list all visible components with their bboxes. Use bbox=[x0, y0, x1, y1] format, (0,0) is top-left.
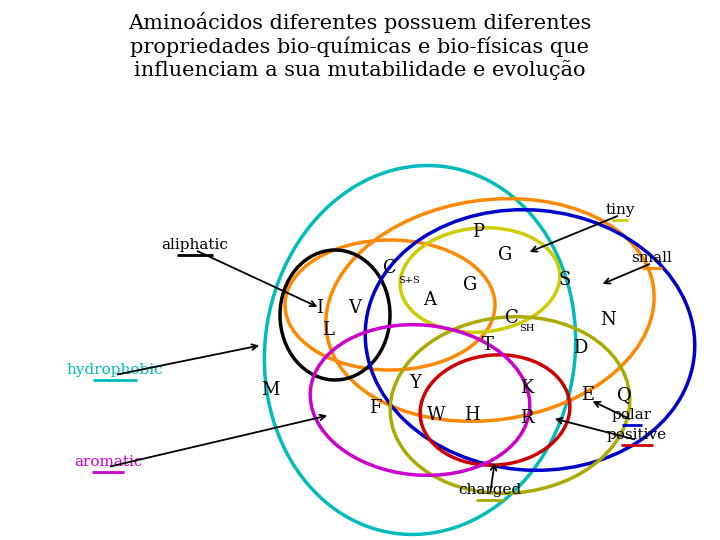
Text: S: S bbox=[559, 271, 571, 289]
Text: G: G bbox=[498, 246, 512, 264]
Text: G: G bbox=[463, 276, 477, 294]
Text: A: A bbox=[423, 291, 436, 309]
Text: H: H bbox=[464, 406, 480, 424]
Text: R: R bbox=[521, 409, 534, 427]
Text: Aminoácidos diferentes possuem diferentes
propriedades bio-químicas e bio-física: Aminoácidos diferentes possuem diferente… bbox=[128, 12, 592, 80]
Text: I: I bbox=[317, 299, 323, 317]
Text: T: T bbox=[482, 336, 494, 354]
Text: F: F bbox=[369, 399, 382, 417]
Text: positive: positive bbox=[607, 428, 667, 442]
Text: SH: SH bbox=[519, 324, 534, 333]
Text: C: C bbox=[383, 259, 397, 277]
Text: small: small bbox=[631, 251, 672, 265]
Text: V: V bbox=[348, 299, 361, 317]
Text: tiny: tiny bbox=[606, 203, 635, 217]
Text: aliphatic: aliphatic bbox=[161, 238, 228, 252]
Text: hydrophobic: hydrophobic bbox=[67, 363, 163, 377]
Text: E: E bbox=[582, 386, 595, 404]
Text: W: W bbox=[427, 406, 445, 424]
Text: D: D bbox=[573, 339, 588, 357]
Text: K: K bbox=[521, 379, 534, 397]
Text: N: N bbox=[600, 311, 616, 329]
Text: C: C bbox=[505, 309, 519, 327]
Text: Y: Y bbox=[409, 374, 421, 392]
Text: L: L bbox=[322, 321, 334, 339]
Text: M: M bbox=[261, 381, 279, 399]
Text: S+S: S+S bbox=[398, 276, 420, 285]
Text: aromatic: aromatic bbox=[74, 455, 142, 469]
Text: P: P bbox=[472, 223, 484, 241]
Text: polar: polar bbox=[612, 408, 652, 422]
Text: charged: charged bbox=[459, 483, 521, 497]
Text: Q: Q bbox=[616, 386, 631, 404]
